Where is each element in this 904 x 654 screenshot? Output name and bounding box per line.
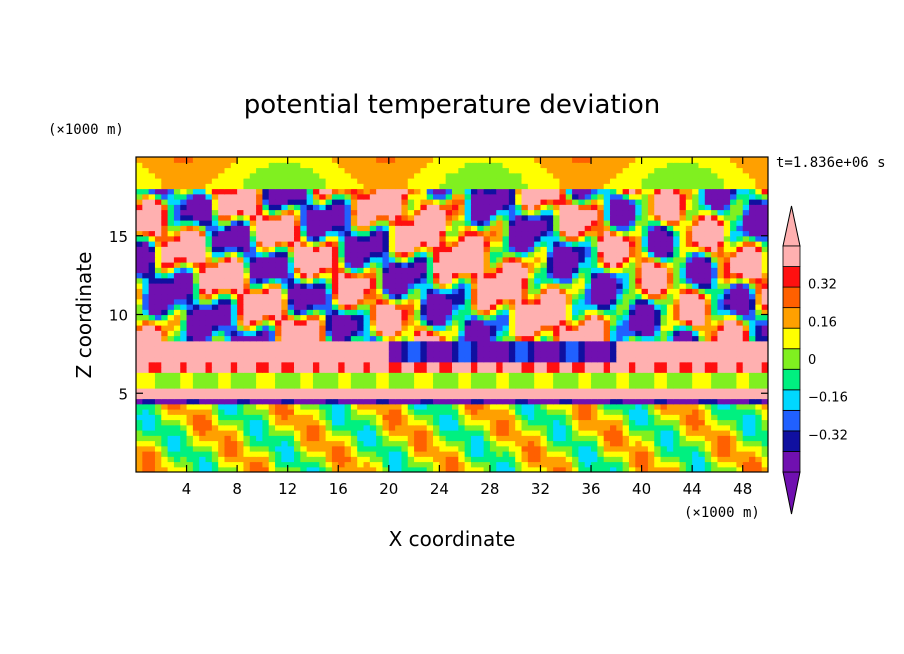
x-tick-label: 24 xyxy=(430,480,449,498)
colorbar-label: 0 xyxy=(808,353,816,368)
x-tick-label: 40 xyxy=(632,480,651,498)
colorbar-segment xyxy=(782,430,801,452)
heatmap-field xyxy=(136,157,768,472)
colorbar: 0.32 0.16 0 −0.16 −0.32 xyxy=(782,205,848,515)
x-tick-label: 20 xyxy=(379,480,398,498)
x-tick-label: 12 xyxy=(278,480,297,498)
colorbar-label: −0.16 xyxy=(808,391,848,406)
colorbar-segment xyxy=(782,409,801,432)
colorbar-over-triangle xyxy=(782,205,801,247)
x-tick-label: 36 xyxy=(581,480,600,498)
x-tick-label: 28 xyxy=(480,480,499,498)
x-tick-label: 4 xyxy=(182,480,192,498)
colorbar-label: 0.16 xyxy=(808,315,837,330)
time-label: t=1.836e+06 s xyxy=(776,155,886,171)
x-unit-label: (×1000 m) xyxy=(684,505,760,521)
colorbar-label: −0.32 xyxy=(808,428,848,443)
colorbar-segment xyxy=(782,368,801,391)
colorbar-segment xyxy=(782,245,801,267)
y-tick-label: 15 xyxy=(109,228,128,246)
colorbar-under-triangle xyxy=(782,471,801,515)
x-tick-label: 32 xyxy=(531,480,550,498)
colorbar-segment xyxy=(782,286,801,309)
y-axis: 5 10 15 xyxy=(109,228,768,403)
y-axis-label: Z coordinate xyxy=(72,252,96,379)
x-tick-label: 48 xyxy=(733,480,752,498)
chart-title: potential temperature deviation xyxy=(244,90,660,120)
y-tick-label: 10 xyxy=(109,307,128,325)
colorbar-segment xyxy=(782,348,801,370)
colorbar-segment xyxy=(782,266,801,288)
colorbar-label: 0.32 xyxy=(808,278,837,293)
colorbar-segment xyxy=(782,307,801,329)
x-tick-label: 16 xyxy=(329,480,348,498)
x-axis: 4 8 12 16 20 24 28 32 36 40 44 48 xyxy=(182,157,752,498)
colorbar-segment xyxy=(782,327,801,350)
colorbar-segment xyxy=(782,389,801,411)
x-tick-label: 44 xyxy=(683,480,702,498)
x-axis-label: X coordinate xyxy=(389,527,516,551)
y-tick-label: 5 xyxy=(118,385,128,403)
y-unit-label: (×1000 m) xyxy=(48,122,124,138)
colorbar-segment xyxy=(782,451,801,473)
x-tick-label: 8 xyxy=(232,480,242,498)
